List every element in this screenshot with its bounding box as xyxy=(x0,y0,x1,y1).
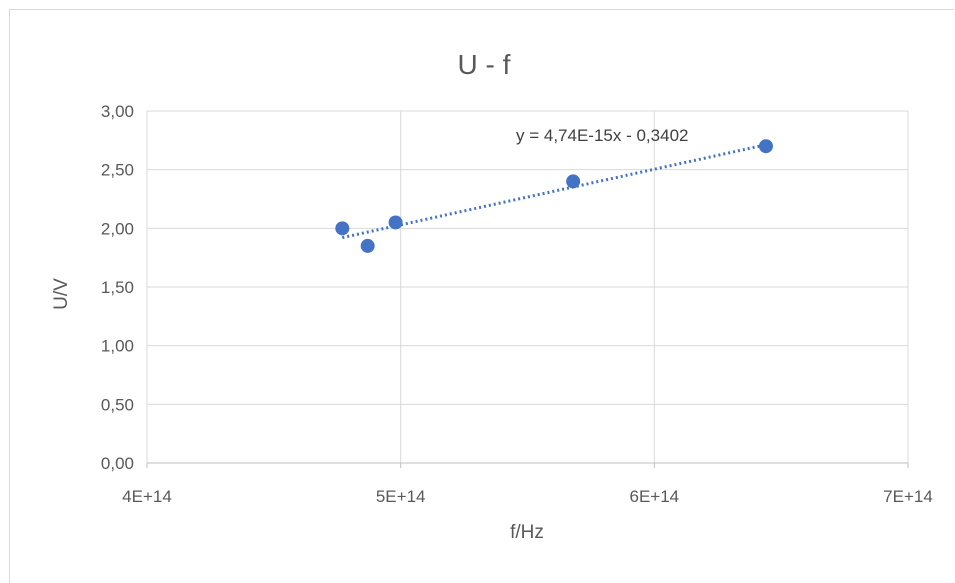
data-point xyxy=(335,221,350,236)
data-point xyxy=(360,238,375,253)
y-axis-title: U/V xyxy=(51,278,72,310)
y-tick-label: 3,00 xyxy=(101,102,134,121)
data-point xyxy=(388,215,403,230)
chart-labels: U - f f/Hz U/V y = 4,74E-15x - 0,3402 xyxy=(51,49,688,543)
chart-container: 0,00 0,50 1,00 1,50 2,00 2,50 3,00 4E+14 5E+14 6E… xyxy=(9,9,954,583)
y-tick-label: 0,00 xyxy=(101,454,134,473)
y-tick-label: 1,50 xyxy=(101,278,134,297)
data-point xyxy=(758,139,773,154)
x-tick-label: 5E+14 xyxy=(376,487,426,506)
x-tick-label: 4E+14 xyxy=(122,487,172,506)
data-points xyxy=(335,139,773,253)
trendline-equation: y = 4,74E-15x - 0,3402 xyxy=(516,126,688,145)
x-tick-label: 7E+14 xyxy=(883,487,933,506)
x-tick-label: 6E+14 xyxy=(630,487,680,506)
y-tick-label: 1,00 xyxy=(101,337,134,356)
chart-title: U - f xyxy=(458,49,511,80)
y-tick-label: 2,00 xyxy=(101,219,134,238)
scatter-chart: 0,00 0,50 1,00 1,50 2,00 2,50 3,00 4E+14 5E+14 6E… xyxy=(51,49,933,543)
y-tick-label: 2,50 xyxy=(101,161,134,180)
trendline xyxy=(342,143,767,240)
x-axis-title: f/Hz xyxy=(510,522,544,543)
trendline-layer xyxy=(342,143,767,240)
data-point xyxy=(566,174,581,189)
y-tick-label: 0,50 xyxy=(101,395,134,414)
axes: 0,00 0,50 1,00 1,50 2,00 2,50 3,00 4E+14 5E+14 6E… xyxy=(101,102,933,506)
gridlines xyxy=(146,110,909,463)
